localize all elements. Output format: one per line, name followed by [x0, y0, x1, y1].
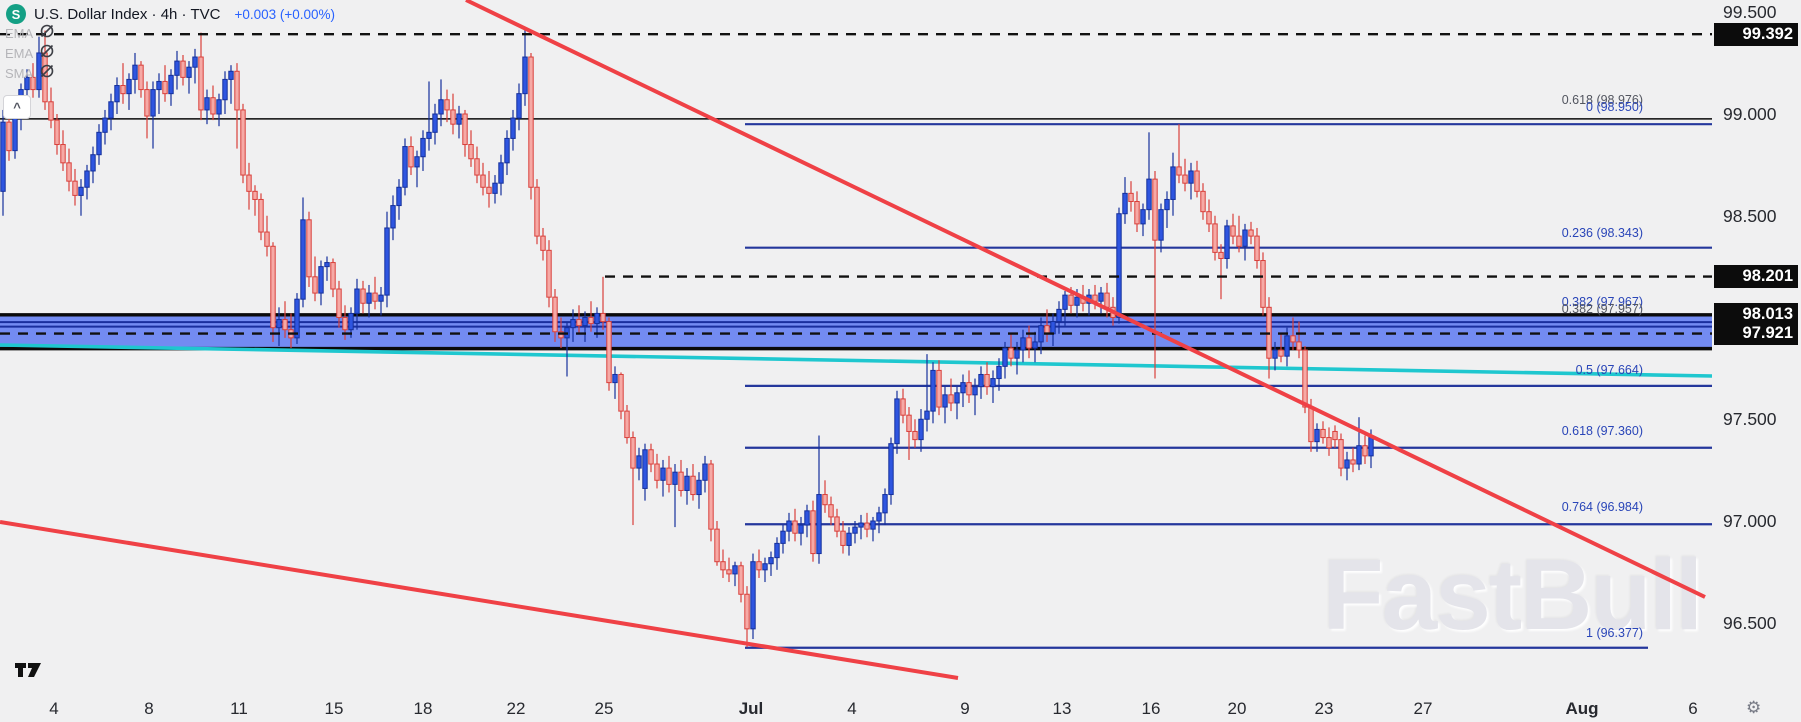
- price-axis[interactable]: 99.500 99.000 98.500 97.500 97.000 96.500 99.3…: [1712, 0, 1801, 692]
- price-axis-label: 99.500: [1723, 2, 1777, 23]
- fib-label: 0.382 (97.957): [1561, 302, 1643, 316]
- time-axis-label: 27: [1413, 699, 1433, 718]
- time-axis-label: Jul: [738, 699, 764, 718]
- price-axis-label: 98.500: [1723, 205, 1777, 226]
- eye-off-icon[interactable]: [39, 63, 55, 84]
- time-axis-label: 15: [324, 699, 344, 718]
- fib-label: 0.236 (98.343): [1561, 226, 1643, 240]
- fib-label: 0.618 (97.360): [1561, 424, 1643, 438]
- fib-label: 1 (96.377): [1586, 626, 1643, 640]
- price-line-badge: 98.201: [1714, 265, 1798, 289]
- fib-label: 0 (98.950): [1586, 100, 1643, 114]
- cyan-trendline: [0, 343, 1712, 378]
- tradingview-logo-glyph: [15, 663, 41, 677]
- time-axis-label: 25: [594, 699, 614, 718]
- time-axis-label: 18: [413, 699, 433, 718]
- symbol-legend[interactable]: S U.S. Dollar Index · 4h · TVC +0.003 (+…: [6, 4, 335, 24]
- time-axis-label: 4: [847, 699, 857, 718]
- time-axis[interactable]: 4 8 11 15 18 22 25 Jul 4 9 13 16 20 23 27 Aug 6: [0, 692, 1801, 722]
- eye-off-icon[interactable]: [39, 23, 55, 44]
- price-line-badge: 98.013: [1714, 303, 1798, 327]
- symbol-logo-icon: S: [6, 4, 26, 24]
- indicator-label: EMA: [5, 26, 34, 41]
- fib-label: 0.618 (98.976): [1561, 93, 1643, 107]
- indicator-row: EMA: [5, 43, 55, 64]
- indicator-label: SMA: [5, 66, 34, 81]
- time-axis-label: 11: [230, 699, 248, 718]
- price-axis-label: 97.500: [1723, 409, 1777, 430]
- time-axis-label: 8: [144, 699, 154, 718]
- time-axis-label: 22: [506, 699, 526, 718]
- time-axis-label: 23: [1314, 699, 1334, 718]
- support-band: [0, 314, 1712, 349]
- tradingview-logo[interactable]: [15, 663, 41, 686]
- symbol-change: +0.003 (+0.00%): [234, 6, 336, 22]
- red-trendline: [465, 0, 1706, 599]
- fib-label: 0.5 (97.664): [1575, 363, 1643, 377]
- indicator-row: SMA: [5, 63, 55, 84]
- price-line-badge: 97.921: [1714, 322, 1798, 346]
- indicator-row: EMA: [5, 23, 55, 44]
- chart-pane[interactable]: [0, 0, 1712, 692]
- price-axis-label: 96.500: [1723, 612, 1777, 633]
- time-axis-label: 13: [1052, 699, 1072, 718]
- time-axis-label: 4: [49, 699, 59, 718]
- collapse-indicators-button[interactable]: ^: [3, 95, 31, 119]
- fastbull-watermark: FastBull: [1322, 539, 1703, 651]
- settings-gear-icon[interactable]: ⚙: [1746, 698, 1762, 717]
- candlestick-chart: [0, 0, 1712, 680]
- time-axis-label: 16: [1141, 699, 1161, 718]
- indicator-label: EMA: [5, 46, 34, 61]
- price-line-badge: 99.392: [1714, 22, 1798, 46]
- time-axis-label: 6: [1688, 699, 1698, 718]
- price-axis-label: 99.000: [1723, 104, 1777, 124]
- eye-off-icon[interactable]: [39, 43, 55, 64]
- price-axis-label: 97.000: [1723, 511, 1777, 531]
- fib-label: 0.764 (96.984): [1561, 500, 1643, 514]
- red-trendline: [0, 520, 959, 680]
- time-axis-label: Aug: [1565, 699, 1599, 718]
- time-axis-label: 9: [960, 699, 970, 718]
- symbol-title: U.S. Dollar Index · 4h · TVC: [34, 5, 221, 23]
- time-axis-label: 20: [1227, 699, 1247, 718]
- fib-label: 0.382 (97.967): [1561, 295, 1643, 309]
